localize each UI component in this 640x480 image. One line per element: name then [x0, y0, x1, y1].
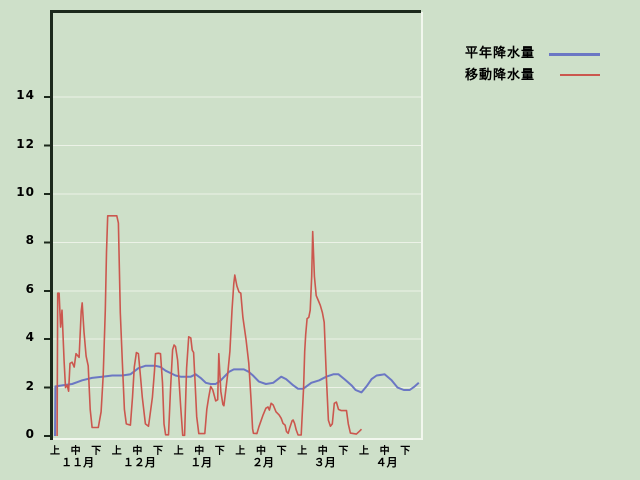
moving-precipitation-line — [56, 215, 363, 437]
x-month-label-2: １月 — [190, 456, 213, 469]
gridline-y-2 — [53, 387, 421, 389]
x-decad-label-1: 中 — [70, 446, 81, 457]
x-decad-label-10: 中 — [256, 446, 266, 457]
legend-label-normal-precipitation: 平年降水量 — [465, 46, 536, 61]
x-decad-label-2: 下 — [91, 446, 102, 457]
x-decad-label-12: 上 — [297, 446, 308, 457]
y-tick-label-12: 12 — [16, 136, 35, 151]
x-month-label-1: １２月 — [122, 456, 156, 469]
legend-line-normal-precipitation — [549, 53, 600, 56]
x-decad-label-9: 上 — [235, 446, 246, 457]
x-decad-label-7: 中 — [194, 446, 205, 457]
y-tick-4 — [44, 338, 50, 341]
x-decad-label-16: 中 — [379, 446, 390, 457]
legend-label-moving-precipitation: 移動降水量 — [465, 68, 536, 83]
gridline-y-4 — [53, 338, 421, 340]
x-decad-label-17: 下 — [400, 446, 411, 457]
y-tick-label-8: 8 — [25, 233, 35, 248]
axis-top — [50, 10, 421, 13]
y-tick-label-10: 10 — [16, 185, 35, 199]
gridline-y-6 — [53, 290, 421, 292]
y-tick-8 — [44, 241, 50, 244]
legend-line-moving-precipitation — [560, 74, 600, 76]
x-decad-label-8: 下 — [214, 446, 225, 457]
y-tick-0 — [44, 435, 50, 437]
x-month-label-0: １１月 — [61, 456, 95, 469]
gridline-y-12 — [53, 145, 421, 147]
x-decad-label-3: 上 — [111, 446, 122, 457]
x-decad-label-11: 下 — [276, 446, 287, 457]
x-decad-label-6: 上 — [173, 446, 184, 457]
gridline-y-10 — [53, 193, 421, 195]
x-month-label-3: ２月 — [252, 456, 274, 469]
x-decad-label-13: 中 — [317, 446, 328, 457]
gridline-y-8 — [53, 241, 421, 243]
x-decad-label-14: 下 — [338, 446, 349, 457]
y-tick-label-0: 0 — [25, 427, 35, 441]
normal-precipitation-line — [54, 364, 420, 437]
x-month-label-5: ４月 — [375, 456, 398, 469]
plot-border-right — [421, 12, 423, 440]
plot-border-bottom — [53, 438, 423, 440]
x-decad-label-15: 上 — [359, 446, 369, 457]
y-tick-label-6: 6 — [25, 281, 35, 296]
x-decad-label-5: 下 — [153, 446, 163, 457]
y-tick-10 — [44, 193, 50, 195]
y-tick-label-2: 2 — [25, 378, 35, 393]
y-tick-6 — [44, 289, 50, 292]
x-month-label-4: ３月 — [313, 456, 336, 469]
y-tick-12 — [44, 144, 50, 147]
y-tick-14 — [44, 96, 50, 99]
gridline-y-14 — [53, 96, 421, 98]
y-tick-2 — [44, 386, 50, 389]
axis-left — [50, 10, 53, 440]
x-decad-label-0: 上 — [50, 446, 60, 457]
y-tick-label-14: 14 — [16, 88, 35, 103]
y-tick-label-4: 4 — [25, 330, 35, 345]
x-decad-label-4: 中 — [132, 446, 143, 457]
